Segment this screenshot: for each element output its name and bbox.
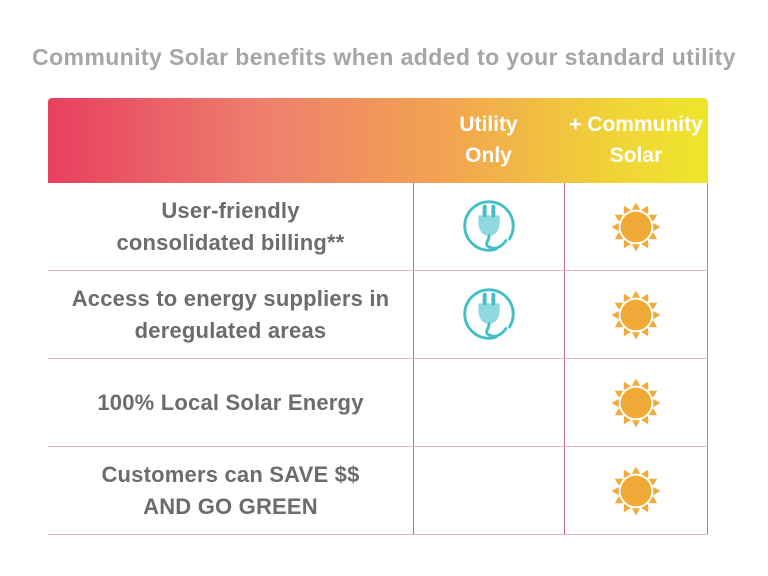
sun-icon: [607, 286, 665, 344]
sun-icon: [607, 374, 665, 432]
community-solar-cell: [564, 359, 708, 446]
community-solar-cell: [564, 183, 708, 270]
row-label: Access to energy suppliers in deregulate…: [71, 285, 390, 343]
sun-icon: [607, 198, 665, 256]
row-label: User-friendly consolidated billing**: [116, 197, 345, 255]
header-community-solar: + Community Solar: [569, 113, 703, 167]
table-row: 100% Local Solar Energy: [48, 359, 708, 447]
header-feature-column: [48, 98, 413, 183]
table-row: Customers can SAVE $$ AND GO GREEN: [48, 447, 708, 535]
table-header-row: Utility Only + Community Solar: [48, 98, 708, 183]
table-body: User-friendly consolidated billing**: [48, 183, 708, 535]
table-row: User-friendly consolidated billing**: [48, 183, 708, 271]
utility-only-cell: [413, 359, 564, 446]
header-utility-only: Utility Only: [459, 113, 518, 167]
utility-only-cell: [413, 271, 564, 358]
community-solar-cell: [564, 447, 708, 534]
row-label: 100% Local Solar Energy: [97, 389, 364, 415]
plug-icon: [458, 284, 520, 346]
sun-icon: [607, 462, 665, 520]
page-title: Community Solar benefits when added to y…: [32, 44, 736, 70]
plug-icon: [458, 196, 520, 258]
utility-only-cell: [413, 183, 564, 270]
utility-only-cell: [413, 447, 564, 534]
row-label: Customers can SAVE $$ AND GO GREEN: [101, 461, 360, 519]
table-row: Access to energy suppliers in deregulate…: [48, 271, 708, 359]
comparison-table: Utility Only + Community Solar User-frie…: [48, 98, 708, 535]
community-solar-cell: [564, 271, 708, 358]
